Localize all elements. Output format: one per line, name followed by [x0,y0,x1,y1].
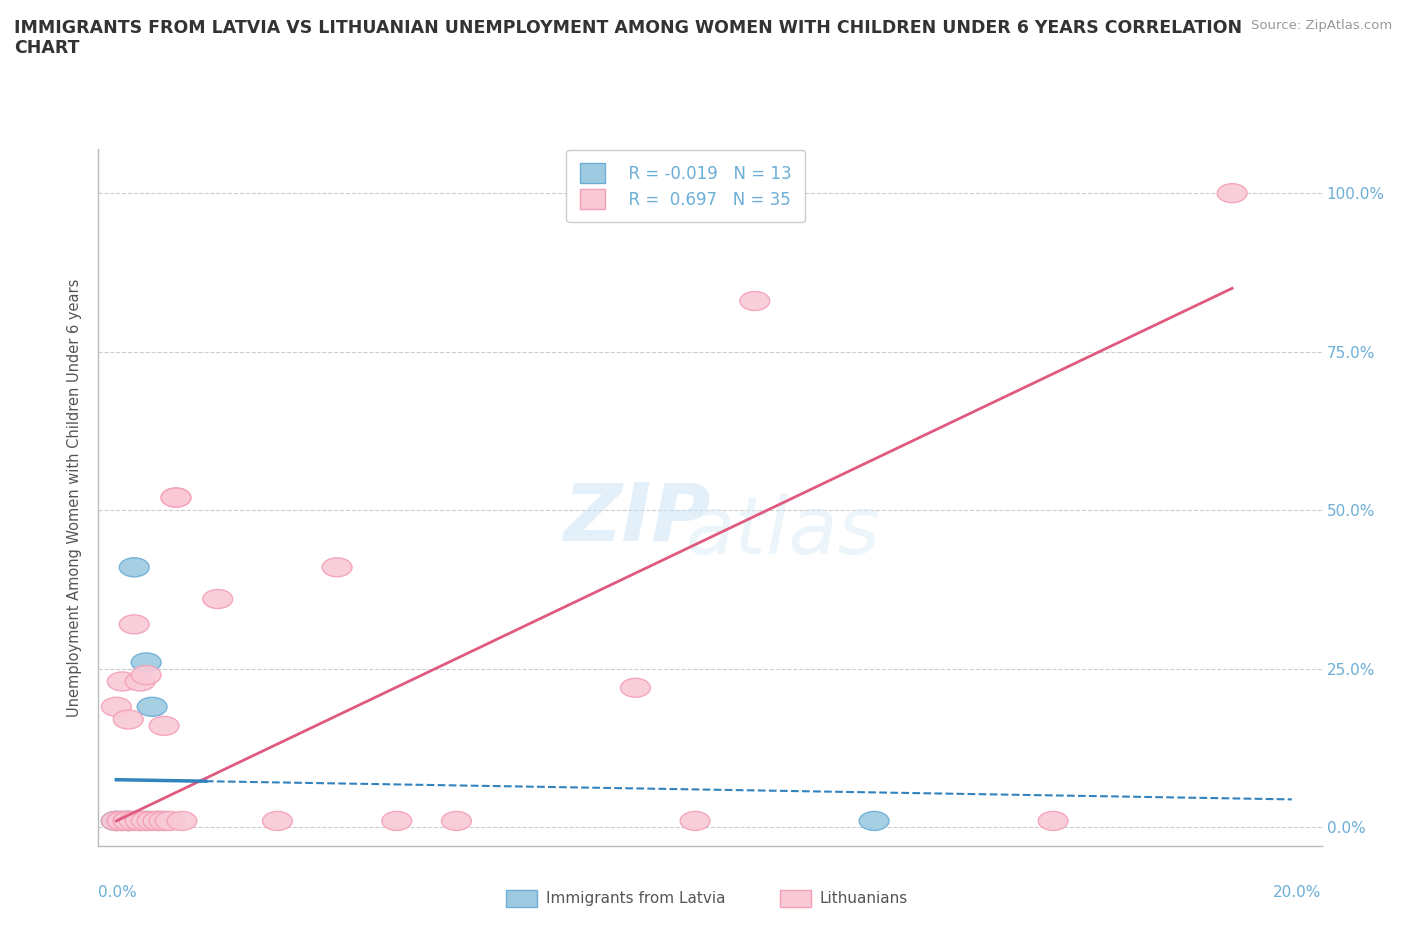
Ellipse shape [131,811,162,830]
Ellipse shape [114,710,143,729]
Ellipse shape [114,811,143,830]
Ellipse shape [155,811,186,830]
Text: ZIP: ZIP [562,480,710,557]
Text: Source: ZipAtlas.com: Source: ZipAtlas.com [1251,19,1392,32]
Ellipse shape [107,811,138,830]
Text: IMMIGRANTS FROM LATVIA VS LITHUANIAN UNEMPLOYMENT AMONG WOMEN WITH CHILDREN UNDE: IMMIGRANTS FROM LATVIA VS LITHUANIAN UNE… [14,19,1241,58]
Ellipse shape [382,811,412,830]
Ellipse shape [322,558,352,577]
Text: 0.0%: 0.0% [98,884,138,899]
Ellipse shape [125,811,155,830]
Ellipse shape [120,811,149,830]
Ellipse shape [143,811,173,830]
Ellipse shape [101,811,131,830]
Y-axis label: Unemployment Among Women with Children Under 6 years: Unemployment Among Women with Children U… [67,278,83,717]
Ellipse shape [114,811,143,830]
Ellipse shape [131,811,162,830]
Ellipse shape [125,811,155,830]
Text: atlas: atlas [686,494,880,571]
Ellipse shape [149,811,179,830]
Ellipse shape [131,666,162,684]
Ellipse shape [114,811,143,830]
Legend:   R = -0.019   N = 13,   R =  0.697   N = 35: R = -0.019 N = 13, R = 0.697 N = 35 [567,150,804,222]
Ellipse shape [120,558,149,577]
Ellipse shape [202,590,232,608]
Ellipse shape [162,488,191,507]
Ellipse shape [107,811,138,830]
Text: Lithuanians: Lithuanians [820,891,908,906]
Ellipse shape [125,811,155,830]
Ellipse shape [149,716,179,736]
Ellipse shape [859,811,889,830]
Ellipse shape [120,615,149,634]
Ellipse shape [101,811,131,830]
Ellipse shape [620,678,651,698]
Ellipse shape [125,672,155,691]
Ellipse shape [681,811,710,830]
Text: 20.0%: 20.0% [1274,884,1322,899]
Ellipse shape [149,811,179,830]
Ellipse shape [1038,811,1069,830]
Ellipse shape [138,811,167,830]
Ellipse shape [162,488,191,507]
Ellipse shape [143,811,173,830]
Ellipse shape [740,291,769,311]
Ellipse shape [441,811,471,830]
Ellipse shape [167,811,197,830]
Ellipse shape [101,698,131,716]
Ellipse shape [114,811,143,830]
Ellipse shape [131,653,162,671]
Ellipse shape [107,811,138,830]
Ellipse shape [101,811,131,830]
Ellipse shape [143,811,173,830]
Text: Immigrants from Latvia: Immigrants from Latvia [546,891,725,906]
Ellipse shape [263,811,292,830]
Ellipse shape [1218,184,1247,203]
Ellipse shape [114,811,143,830]
Ellipse shape [138,698,167,716]
Ellipse shape [107,672,138,691]
